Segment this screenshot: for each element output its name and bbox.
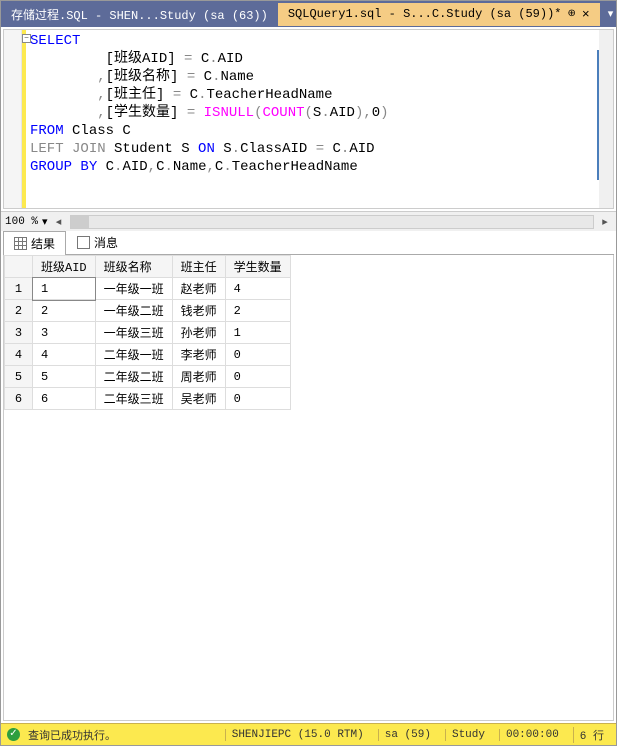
- cell[interactable]: 周老师: [172, 366, 225, 388]
- cell[interactable]: 二年级三班: [95, 388, 172, 410]
- column-header[interactable]: 班级名称: [95, 256, 172, 278]
- status-db: Study: [445, 729, 491, 741]
- column-header[interactable]: 班主任: [172, 256, 225, 278]
- row-number: 4: [5, 344, 33, 366]
- row-number: 5: [5, 366, 33, 388]
- tab-dropdown-icon[interactable]: ▾: [600, 7, 617, 21]
- scrollbar-horizontal[interactable]: [70, 215, 594, 229]
- close-icon[interactable]: ×: [582, 7, 590, 22]
- pin-icon[interactable]: ⊕: [568, 8, 576, 20]
- cell[interactable]: 5: [33, 366, 96, 388]
- cell[interactable]: 0: [225, 344, 290, 366]
- row-header: [5, 256, 33, 278]
- zoom-level[interactable]: 100 %: [5, 216, 38, 228]
- tab-label: SQLQuery1.sql - S...C.Study (sa (59))*: [288, 7, 562, 21]
- table-row[interactable]: 55二年级二班周老师0: [5, 366, 291, 388]
- column-header[interactable]: 班级AID: [33, 256, 96, 278]
- row-number: 6: [5, 388, 33, 410]
- cell[interactable]: 孙老师: [172, 322, 225, 344]
- zoom-down-icon[interactable]: ▾: [42, 215, 48, 229]
- table-row[interactable]: 44二年级一班李老师0: [5, 344, 291, 366]
- cell[interactable]: 2: [225, 300, 290, 322]
- cell[interactable]: 1: [33, 278, 96, 300]
- cell[interactable]: 钱老师: [172, 300, 225, 322]
- tab-inactive[interactable]: 存储过程.SQL - SHEN...Study (sa (63)): [1, 2, 278, 27]
- table-row[interactable]: 22一年级二班钱老师2: [5, 300, 291, 322]
- tab-label: 存储过程.SQL - SHEN...Study (sa (63)): [11, 6, 268, 23]
- table-row[interactable]: 66二年级三班吴老师0: [5, 388, 291, 410]
- status-bar: ✓ 查询已成功执行。 SHENJIEPC (15.0 RTM) sa (59) …: [1, 723, 616, 745]
- cell[interactable]: 4: [33, 344, 96, 366]
- scrollbar-vertical[interactable]: [599, 30, 613, 208]
- column-header[interactable]: 学生数量: [225, 256, 290, 278]
- scroll-right-icon[interactable]: ▸: [598, 215, 612, 229]
- cell[interactable]: 一年级一班: [95, 278, 172, 300]
- row-number: 1: [5, 278, 33, 300]
- cell[interactable]: 6: [33, 388, 96, 410]
- status-user: sa (59): [378, 729, 437, 741]
- cell[interactable]: 二年级一班: [95, 344, 172, 366]
- gutter: [4, 30, 22, 208]
- zoom-bar: 100 % ▾ ◂ ▸: [1, 211, 616, 231]
- grid-icon: [14, 237, 27, 250]
- cell[interactable]: 3: [33, 322, 96, 344]
- editor: ↔ − SELECT [班级AID] = C.AID ,[班级名称] = C.N…: [3, 29, 614, 209]
- status-rows: 6 行: [573, 727, 610, 743]
- check-icon: ✓: [7, 728, 20, 741]
- cell[interactable]: 4: [225, 278, 290, 300]
- status-message: 查询已成功执行。: [28, 727, 116, 743]
- status-time: 00:00:00: [499, 729, 565, 741]
- cell[interactable]: 一年级二班: [95, 300, 172, 322]
- collapse-icon[interactable]: −: [22, 34, 31, 43]
- tab-results[interactable]: 结果: [3, 231, 66, 256]
- table-row[interactable]: 11一年级一班赵老师4: [5, 278, 291, 300]
- row-number: 2: [5, 300, 33, 322]
- table-row[interactable]: 33一年级三班孙老师1: [5, 322, 291, 344]
- tab-messages[interactable]: 消息: [66, 230, 129, 255]
- cell[interactable]: 1: [225, 322, 290, 344]
- status-server: SHENJIEPC (15.0 RTM): [225, 729, 370, 741]
- scroll-left-icon[interactable]: ◂: [52, 215, 66, 229]
- cell[interactable]: 0: [225, 366, 290, 388]
- results-tabs: 结果 消息: [3, 231, 614, 255]
- tab-bar: 存储过程.SQL - SHEN...Study (sa (63)) SQLQue…: [1, 1, 616, 27]
- cell[interactable]: 一年级三班: [95, 322, 172, 344]
- cell[interactable]: 吴老师: [172, 388, 225, 410]
- cell[interactable]: 赵老师: [172, 278, 225, 300]
- cell[interactable]: 李老师: [172, 344, 225, 366]
- cell[interactable]: 0: [225, 388, 290, 410]
- message-icon: [77, 236, 90, 249]
- code-area[interactable]: SELECT [班级AID] = C.AID ,[班级名称] = C.Name …: [26, 30, 613, 208]
- results-grid[interactable]: 班级AID班级名称班主任学生数量11一年级一班赵老师422一年级二班钱老师233…: [3, 255, 614, 721]
- row-number: 3: [5, 322, 33, 344]
- cell[interactable]: 2: [33, 300, 96, 322]
- tab-active[interactable]: SQLQuery1.sql - S...C.Study (sa (59))* ⊕…: [278, 3, 600, 26]
- cell[interactable]: 二年级二班: [95, 366, 172, 388]
